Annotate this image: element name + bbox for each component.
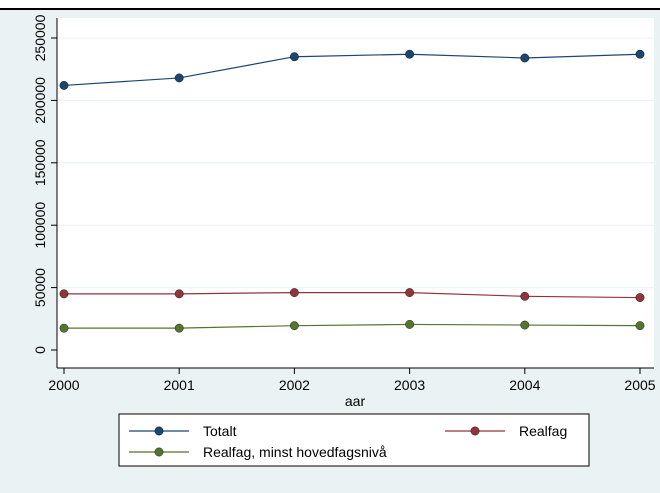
x-tick-label: 2004 <box>509 377 540 393</box>
series-line-2 <box>64 323 641 329</box>
data-point-series-2 <box>174 323 184 333</box>
x-tick-label: 2002 <box>279 377 310 393</box>
data-point-series-1 <box>174 289 184 299</box>
data-point-series-0 <box>174 73 184 83</box>
grid-lines <box>57 37 654 289</box>
data-point-series-2 <box>405 320 414 329</box>
plot-area <box>57 18 654 368</box>
data-point-series-1 <box>289 288 299 297</box>
data-point-series-1 <box>405 288 414 297</box>
axes: 0 50000 100000 150000 200000 250000 2000 2001 20… <box>32 14 656 393</box>
data-point-series-1 <box>635 293 645 302</box>
x-tick-label: 2003 <box>394 377 425 393</box>
data-point-series-2 <box>289 321 299 331</box>
legend-label-1: Realfag <box>519 423 567 439</box>
data-point-series-0 <box>520 53 530 63</box>
x-tick-label: 2000 <box>48 377 79 393</box>
data-point-series-1 <box>520 291 530 301</box>
data-point-series-0 <box>59 81 69 90</box>
series-group <box>59 49 645 333</box>
legend-label-0: Totalt <box>203 423 237 439</box>
series-line-1 <box>64 291 641 299</box>
data-point-series-2 <box>59 323 69 333</box>
data-point-series-1 <box>59 289 69 299</box>
x-tick-label: 2005 <box>624 377 655 393</box>
data-point-series-0 <box>405 49 414 59</box>
data-point-series-0 <box>289 52 299 62</box>
y-tick-label: 100000 <box>32 202 48 249</box>
y-tick-label: 250000 <box>32 14 48 61</box>
x-tick-label: 2001 <box>164 377 195 393</box>
legend-marker-1 <box>470 426 480 436</box>
y-tick-label: 200000 <box>32 77 48 124</box>
data-point-series-0 <box>635 49 645 59</box>
legend-marker-2 <box>154 447 164 457</box>
y-tick-label: 150000 <box>32 139 48 186</box>
x-axis-title: aar <box>345 393 366 409</box>
legend-marker-0 <box>154 426 164 436</box>
legend: Totalt Realfag Realfag, minst hovedfagsniv… <box>118 413 590 467</box>
y-tick-label: 50000 <box>32 268 48 307</box>
y-tick-label: 0 <box>32 346 48 354</box>
data-point-series-2 <box>520 320 530 330</box>
series-line-0 <box>63 53 641 87</box>
data-point-series-2 <box>635 321 645 331</box>
legend-box <box>118 413 590 467</box>
legend-label-2: Realfag, minst hovedfagsnivå <box>203 444 387 460</box>
